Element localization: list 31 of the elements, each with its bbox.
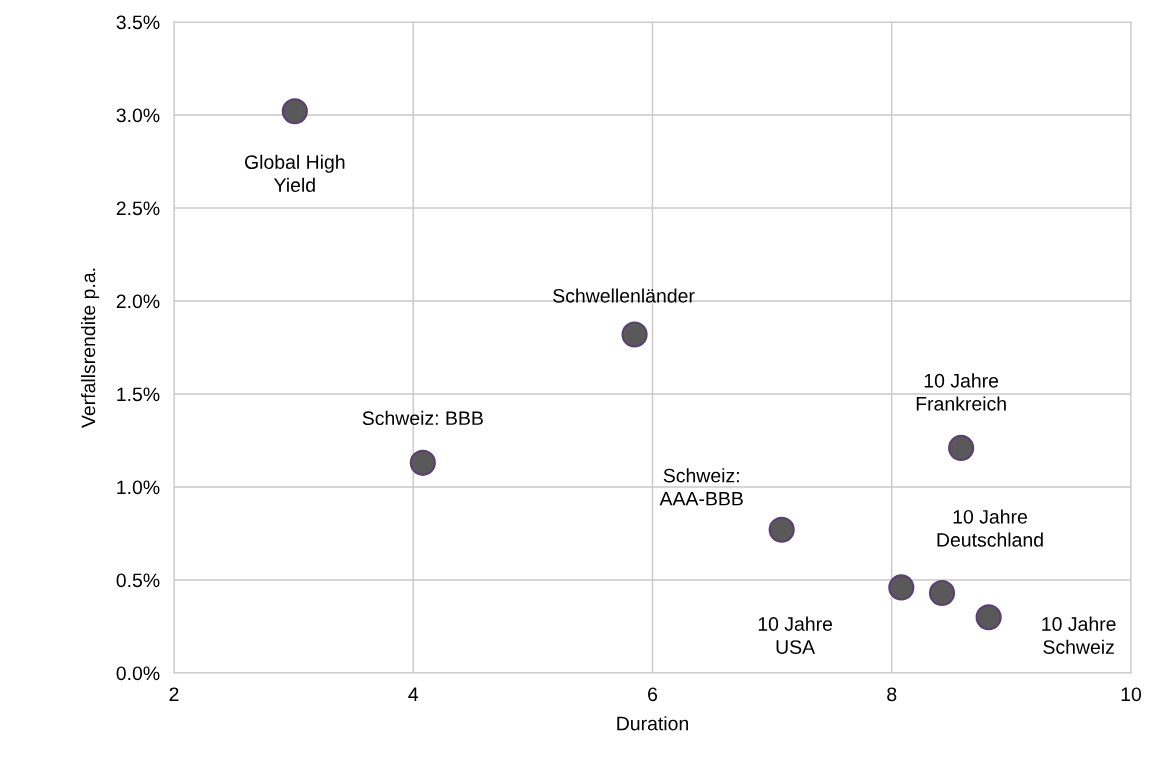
- annotation: 10 Jahre Deutschland: [937, 509, 1043, 547]
- y-tick-label: 1.5%: [117, 387, 160, 402]
- y-tick-label: 2.5%: [116, 201, 160, 216]
- annotation: Global High Yield: [245, 154, 345, 193]
- annotation: Schweiz: BBB: [362, 410, 483, 426]
- y-tick-label: 1.0%: [117, 480, 160, 495]
- point: [281, 98, 308, 125]
- point: [621, 321, 648, 348]
- x-tick-label: 2: [169, 687, 179, 701]
- annotation: 10 Jahre USA: [758, 616, 833, 654]
- point: [975, 604, 1002, 631]
- y-tick-label: 2.0%: [116, 294, 160, 309]
- x-tick-label: 6: [648, 687, 658, 702]
- point: [768, 516, 795, 543]
- y-tick-label: 0.0%: [116, 666, 160, 681]
- x-axis-title: Duration: [617, 716, 688, 731]
- y-tick-label: 3.0%: [116, 108, 160, 123]
- point: [928, 579, 956, 607]
- annotation: 10 Jahre Schweiz: [1042, 616, 1116, 654]
- y-axis-title: Verfallsrendite p.a.: [81, 268, 100, 428]
- annotation: 10 Jahre Frankreich: [916, 373, 1006, 411]
- x-tick-label: 4: [408, 687, 419, 701]
- point: [948, 434, 975, 462]
- point: [409, 449, 436, 476]
- y-tick-label: 0.5%: [116, 573, 160, 588]
- x-tick-label: 10: [1121, 687, 1142, 702]
- annotation: Schweiz: AAA-BBB: [659, 468, 743, 506]
- point: [888, 574, 915, 601]
- x-tick-label: 8: [887, 687, 897, 702]
- annotation: Schwellenländer: [553, 288, 695, 303]
- y-tick-label: 3.5%: [116, 15, 160, 30]
